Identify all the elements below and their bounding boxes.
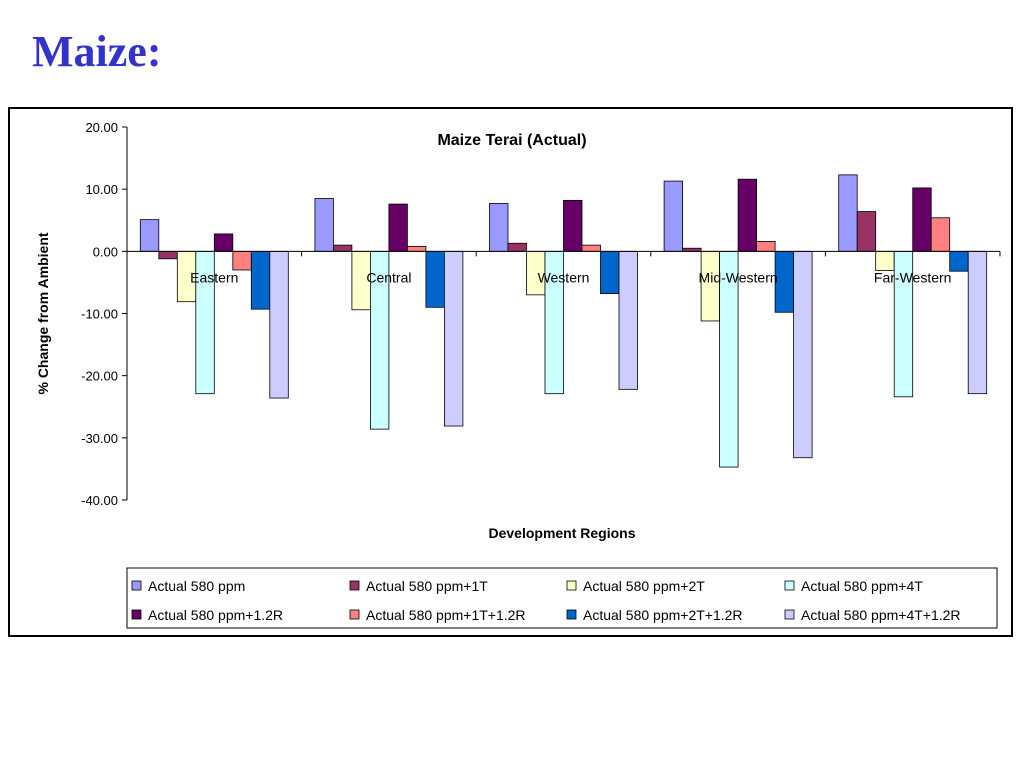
category-label: Central: [366, 269, 411, 285]
x-axis-label: Development Regions: [488, 525, 635, 541]
bar-7-2: [425, 250, 445, 308]
legend-swatch: [566, 580, 577, 591]
legend-swatch: [784, 580, 795, 591]
maize-bar-chart: Maize Terai (Actual) 20.00 10.00 0.00 -10.00…: [35, 120, 1001, 629]
bar-6-5: [930, 217, 951, 252]
bar-8-4: [793, 250, 813, 459]
bar-2-2: [332, 244, 353, 252]
legend-entry: Actual 580 ppm+1.2R: [148, 607, 283, 623]
bar-2-5: [856, 211, 877, 252]
bar-1-1: [139, 219, 160, 252]
chart-title: Maize Terai (Actual): [437, 132, 586, 149]
bar-7-4: [774, 250, 794, 313]
bar-6-3: [581, 244, 601, 252]
bar-1-2: [314, 198, 334, 252]
legend-entry: Actual 580 ppm: [148, 578, 245, 594]
bar-2-1: [158, 250, 178, 260]
slide-title: Maize:: [32, 27, 162, 76]
y-tick-label: -20.00: [81, 369, 118, 384]
legend-entry: Actual 580 ppm+4T+1.2R: [801, 607, 961, 623]
bar-6-2: [406, 245, 427, 252]
y-tick-label: -10.00: [81, 307, 118, 322]
bar-5-1: [213, 233, 234, 252]
y-tick-label: 20.00: [85, 120, 118, 135]
legend-entry: Actual 580 ppm+4T: [801, 578, 923, 594]
y-tick-label: 0.00: [93, 244, 118, 259]
bar-7-3: [600, 250, 620, 295]
bar-8-1: [269, 250, 289, 399]
bar-3-5: [875, 250, 895, 272]
bar-5-5: [912, 187, 932, 252]
y-tick-label: 10.00: [85, 182, 118, 197]
chart-frame: Maize Terai (Actual) 20.00 10.00 0.00 -10.00…: [8, 107, 1013, 637]
bar-1-5: [838, 174, 858, 252]
category-label: Western: [538, 269, 590, 285]
bar-1-3: [489, 203, 509, 252]
legend-entry: Actual 580 ppm+2T+1.2R: [583, 607, 743, 623]
legend-swatch: [349, 609, 360, 620]
legend-swatch: [566, 609, 577, 620]
y-tick-label: -30.00: [81, 431, 118, 446]
y-axis-label: % Change from Ambient: [35, 232, 51, 394]
legend-swatch: [784, 609, 795, 620]
legend-swatch: [349, 580, 360, 591]
bar-5-2: [388, 203, 408, 252]
bar-6-4: [756, 240, 776, 252]
category-label: Far-Western: [874, 269, 952, 285]
bar-7-5: [949, 250, 969, 272]
bar-1-4: [663, 180, 683, 252]
bar-8-2: [443, 250, 464, 427]
bar-7-1: [250, 250, 271, 310]
category-label: Mid-Western: [699, 269, 778, 285]
legend-swatch: [131, 609, 142, 620]
legend-entry: Actual 580 ppm+1T: [366, 578, 488, 594]
legend-entry: Actual 580 ppm+1T+1.2R: [366, 607, 526, 623]
bar-2-3: [507, 242, 527, 252]
bar-3-4: [700, 250, 720, 322]
category-label: Eastern: [190, 269, 238, 285]
y-tick-label: -40.00: [81, 493, 118, 508]
bar-8-3: [618, 250, 638, 390]
legend-entry: Actual 580 ppm+2T: [583, 578, 705, 594]
bar-8-5: [967, 250, 988, 395]
bar-5-3: [563, 199, 583, 252]
legend-swatch: [131, 580, 142, 591]
legend-box: [126, 567, 998, 629]
bar-6-1: [232, 250, 252, 271]
bar-5-4: [737, 178, 757, 252]
